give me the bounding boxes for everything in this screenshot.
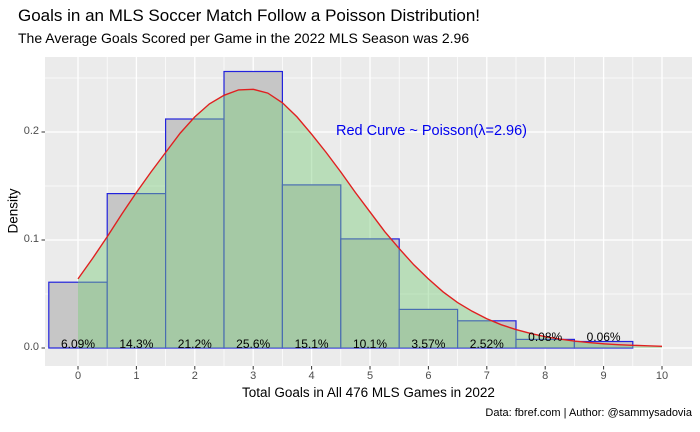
density-area xyxy=(78,89,662,349)
x-tick-label: 0 xyxy=(74,370,82,382)
histogram-bar xyxy=(457,320,517,349)
histogram-bar xyxy=(223,70,284,349)
chart-title: Goals in an MLS Soccer Match Follow a Po… xyxy=(18,6,481,25)
x-tick-label: 2 xyxy=(191,370,198,382)
histogram-bar xyxy=(340,238,400,349)
bar-percent-label: 0.08% xyxy=(528,330,563,344)
x-tick-label: 1 xyxy=(133,370,140,382)
bar-percent-label: 21.2% xyxy=(177,337,212,351)
chart-subtitle: The Average Goals Scored per Game in the… xyxy=(18,30,470,46)
bar-percent-label: 15.1% xyxy=(294,337,329,351)
histogram-bar xyxy=(398,308,459,349)
bar-percent-label: 25.6% xyxy=(236,337,271,351)
x-tick-label: 5 xyxy=(366,370,374,382)
histogram-bar xyxy=(281,184,342,349)
x-tick-label: 4 xyxy=(308,370,315,382)
x-tick-label: 3 xyxy=(250,370,257,382)
histogram-bars xyxy=(48,70,634,349)
x-tick-label: 6 xyxy=(425,370,432,382)
bar-percent-label: 3.57% xyxy=(411,337,446,351)
y-axis-title: Density xyxy=(5,188,21,234)
x-tick-label: 9 xyxy=(600,370,607,382)
bar-percent-label: 6.09% xyxy=(60,337,96,351)
y-tick-label: 0.0 xyxy=(23,341,39,353)
histogram-bar xyxy=(165,118,225,349)
poisson-curve xyxy=(77,88,663,347)
histogram-bar xyxy=(106,193,167,349)
x-tick-label: 8 xyxy=(542,370,549,382)
axis-ticks xyxy=(41,131,663,370)
bar-percent-label: 10.1% xyxy=(352,337,388,351)
poisson-annotation: Red Curve ~ Poisson(λ=2.96) xyxy=(336,123,528,139)
histogram-bar xyxy=(48,281,108,349)
bar-percent-label: 2.52% xyxy=(469,337,504,351)
y-tick-label: 0.1 xyxy=(23,233,39,245)
bar-percent-label: 14.3% xyxy=(119,337,154,351)
y-tick-label: 0.2 xyxy=(23,125,39,137)
caption: Data: fbref.com | Author: @sammysadovia xyxy=(485,407,692,419)
x-tick-label: 10 xyxy=(655,370,669,382)
x-axis-title: Total Goals in All 476 MLS Games in 2022 xyxy=(242,385,495,400)
x-tick-label: 7 xyxy=(483,370,490,382)
bar-percent-label: 0.06% xyxy=(586,330,621,344)
